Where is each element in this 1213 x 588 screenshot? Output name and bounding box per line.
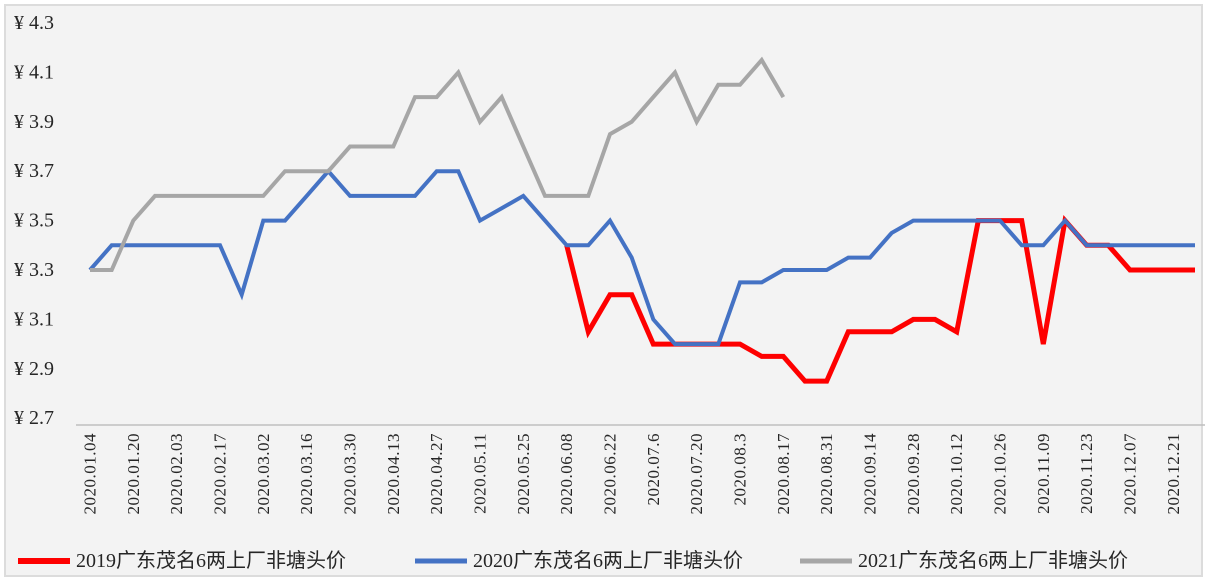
x-axis-tick-label: 2020.03.30 [341,433,360,515]
x-axis-tick-label: 2020.11.23 [1077,433,1096,514]
x-axis-tick-label: 2020.11.09 [1034,433,1053,514]
chart-frame [4,4,1203,577]
y-axis-tick-label: ¥ 4.3 [14,12,54,34]
y-axis-tick-label: ¥ 3.5 [14,210,54,232]
x-axis-tick-label: 2020.04.13 [384,433,403,515]
x-axis-tick-label: 2020.09.14 [861,433,880,515]
legend-label-2021: 2021广东茂名6两上厂非塘头价 [858,549,1128,572]
x-axis-tick-label: 2020.02.03 [167,433,186,515]
x-axis-tick-label: 2020.08.17 [774,433,793,515]
y-axis: ¥ 4.3 ¥ 4.1 ¥ 3.9 ¥ 3.7 ¥ 3.5 ¥ 3.3 ¥ 3.1 ¥ 2.9… [14,12,54,429]
x-axis: 2020.01.04 2020.01.20 2020.02.03 2020.02.17… [81,433,1183,515]
y-axis-tick-label: ¥ 3.7 [14,160,54,182]
x-axis-tick-label: 2020.10.12 [947,433,966,515]
plot-area [88,56,1195,384]
y-axis-tick-label: ¥ 4.1 [14,61,54,83]
x-axis-tick-label: 2020.03.02 [254,433,273,515]
x-axis-tick-label: 2020.09.28 [904,433,923,515]
x-axis-tick-label: 2020.07.6 [644,433,663,506]
x-axis-tick-label: 2020.08.31 [817,433,836,515]
x-axis-tick-label: 2020.12.21 [1164,433,1183,515]
legend-label-2019: 2019广东茂名6两上厂非塘头价 [76,549,346,572]
x-axis-tick-label: 2020.05.11 [471,433,490,514]
x-axis-tick-label: 2020.05.25 [514,433,533,515]
legend: 2019广东茂名6两上厂非塘头价 2020广东茂名6两上厂非塘头价 2021广东茂名… [18,549,1128,572]
y-axis-tick-label: ¥ 3.9 [14,111,54,133]
y-axis-tick-label: ¥ 2.7 [14,407,54,429]
x-axis-tick-label: 2020.03.16 [297,433,316,515]
x-axis-tick-label: 2020.12.07 [1121,433,1140,515]
x-axis-tick-label: 2020.01.20 [124,433,143,515]
x-axis-tick-label: 2020.06.22 [601,433,620,515]
series-line-2021 [90,56,786,272]
legend-label-2020: 2020广东茂名6两上厂非塘头价 [473,549,743,572]
x-axis-tick-label: 2020.07.20 [687,433,706,515]
x-axis-tick-label: 2020.10.26 [991,433,1010,515]
y-axis-tick-label: ¥ 2.9 [14,358,54,380]
y-axis-tick-label: ¥ 3.1 [14,308,54,330]
y-axis-tick-label: ¥ 3.3 [14,259,54,281]
x-axis-tick-label: 2020.06.08 [557,433,576,515]
x-axis-tick-label: 2020.01.04 [81,433,100,515]
x-axis-tick-label: 2020.08.3 [731,433,750,506]
x-axis-tick-label: 2020.02.17 [211,433,230,515]
x-axis-tick-label: 2020.04.27 [427,433,446,515]
series-line-2020 [88,168,1195,347]
